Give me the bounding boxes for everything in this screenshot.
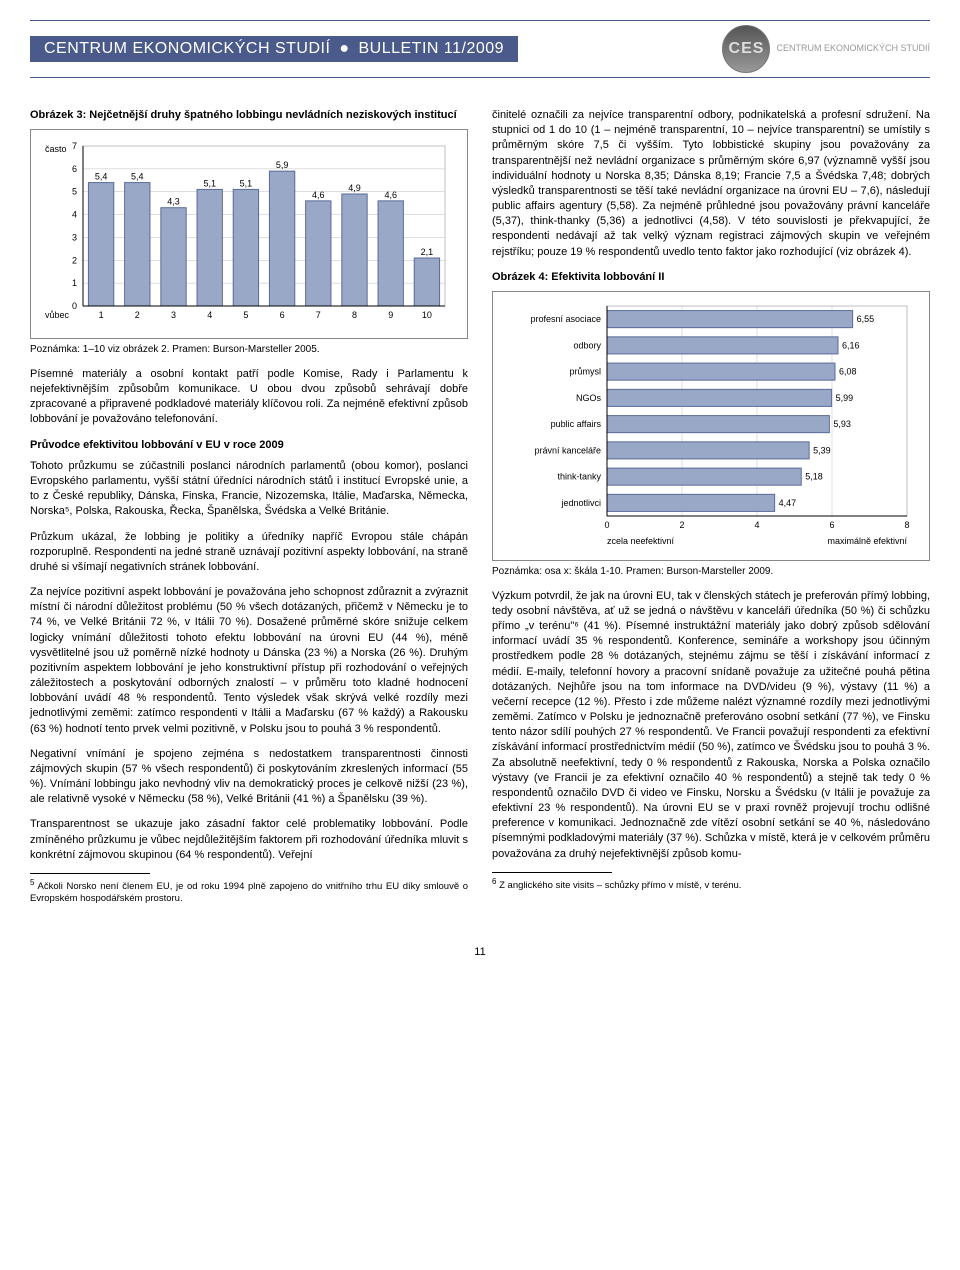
footnote-5: 5 Ačkoli Norsko není členem EU, je od ro…: [30, 878, 468, 906]
svg-text:2: 2: [72, 255, 77, 265]
svg-text:5,9: 5,9: [276, 160, 289, 170]
svg-text:4: 4: [72, 210, 77, 220]
bullet-icon: ●: [339, 40, 349, 57]
header-title-right: BULLETIN 11/2009: [358, 40, 504, 57]
svg-text:NGOs: NGOs: [576, 393, 602, 403]
svg-text:0: 0: [72, 301, 77, 311]
svg-text:5,1: 5,1: [240, 179, 253, 189]
svg-text:6: 6: [829, 520, 834, 530]
footnote-text: Ačkoli Norsko není členem EU, je od roku…: [30, 881, 468, 904]
svg-text:5,39: 5,39: [813, 445, 831, 455]
header-title-left: CENTRUM EKONOMICKÝCH STUDIÍ: [44, 40, 330, 57]
svg-text:5: 5: [72, 187, 77, 197]
hbar-chart-svg: 0 2 4 6 8 6,55 profesní asociace 6,16 odbory 6,08…: [497, 296, 917, 556]
svg-text:0: 0: [604, 520, 609, 530]
svg-text:5,93: 5,93: [833, 419, 851, 429]
svg-text:6,55: 6,55: [857, 314, 875, 324]
figure4-chart: 0 2 4 6 8 6,55 profesní asociace 6,16 odbory 6,08…: [492, 291, 930, 561]
svg-text:6,16: 6,16: [842, 340, 860, 350]
svg-text:think-tanky: think-tanky: [557, 472, 601, 482]
bar-chart-svg: 0 1 2 3 4 5 6 7 5,4 1 5,4 2 4,3 3 5,1 4 5,1 5 5,9 6 4,6 7 4,9 8…: [35, 134, 455, 334]
paragraph: Tohoto průzkumu se zúčastnili poslanci n…: [30, 459, 468, 520]
page-header: CENTRUM EKONOMICKÝCH STUDIÍ ● BULLETIN 1…: [30, 20, 930, 78]
paragraph: činitelé označili za nejvíce transparent…: [492, 108, 930, 260]
svg-text:1: 1: [99, 310, 104, 320]
svg-text:3: 3: [171, 310, 176, 320]
header-title: CENTRUM EKONOMICKÝCH STUDIÍ ● BULLETIN 1…: [30, 36, 518, 62]
figure4-title: Obrázek 4: Efektivita lobbování II: [492, 270, 930, 285]
svg-text:odbory: odbory: [573, 340, 601, 350]
svg-text:7: 7: [316, 310, 321, 320]
svg-text:5,18: 5,18: [805, 472, 823, 482]
svg-text:6: 6: [280, 310, 285, 320]
section-heading: Průvodce efektivitou lobbování v EU v ro…: [30, 438, 468, 453]
svg-text:jednotlivci: jednotlivci: [560, 498, 601, 508]
footnote-separator: [30, 873, 150, 874]
svg-text:5,1: 5,1: [203, 179, 216, 189]
paragraph: Za nejvíce pozitivní aspekt lobbování je…: [30, 585, 468, 737]
svg-text:8: 8: [904, 520, 909, 530]
svg-text:8: 8: [352, 310, 357, 320]
svg-text:4,3: 4,3: [167, 197, 180, 207]
svg-text:7: 7: [72, 141, 77, 151]
paragraph: Výzkum potvrdil, že jak na úrovni EU, ta…: [492, 589, 930, 862]
svg-text:5: 5: [243, 310, 248, 320]
svg-text:4,9: 4,9: [348, 183, 361, 193]
svg-text:4,6: 4,6: [384, 190, 397, 200]
footnote-marker: 6: [492, 877, 496, 886]
svg-text:4: 4: [207, 310, 212, 320]
svg-text:public affairs: public affairs: [551, 419, 602, 429]
svg-text:1: 1: [72, 278, 77, 288]
svg-text:profesní asociace: profesní asociace: [530, 314, 601, 324]
svg-text:maximálně efektivní: maximálně efektivní: [827, 536, 907, 546]
figure4-note: Poznámka: osa x: škála 1-10. Pramen: Bur…: [492, 565, 930, 579]
figure3-chart: 0 1 2 3 4 5 6 7 5,4 1 5,4 2 4,3 3 5,1 4 5,1 5 5,9 6 4,6 7 4,9 8…: [30, 129, 468, 339]
svg-text:právní kanceláře: právní kanceláře: [534, 445, 601, 455]
svg-text:často: často: [45, 144, 67, 154]
footnote-6: 6 Z anglického site visits – schůzky pří…: [492, 877, 930, 893]
left-column: Obrázek 3: Nejčetnější druhy špatného lo…: [30, 108, 468, 916]
svg-text:10: 10: [422, 310, 432, 320]
svg-text:2,1: 2,1: [421, 247, 434, 257]
svg-text:průmysl: průmysl: [569, 367, 601, 377]
svg-text:vůbec: vůbec: [45, 310, 70, 320]
page-number: 11: [30, 946, 930, 958]
svg-text:2: 2: [679, 520, 684, 530]
svg-text:6: 6: [72, 164, 77, 174]
paragraph: Písemné materiály a osobní kontakt patří…: [30, 367, 468, 428]
right-column: činitelé označili za nejvíce transparent…: [492, 108, 930, 916]
svg-text:3: 3: [72, 233, 77, 243]
svg-text:4: 4: [754, 520, 759, 530]
svg-text:2: 2: [135, 310, 140, 320]
logo-subtitle: CENTRUM EKONOMICKÝCH STUDIÍ: [776, 44, 930, 54]
two-column-layout: Obrázek 3: Nejčetnější druhy špatného lo…: [30, 108, 930, 916]
footnote-text: Z anglického site visits – schůzky přímo…: [499, 880, 741, 891]
paragraph: Průzkum ukázal, že lobbing je politiky a…: [30, 530, 468, 576]
footnote-separator: [492, 872, 612, 873]
svg-text:4,47: 4,47: [779, 498, 797, 508]
svg-text:4,6: 4,6: [312, 190, 325, 200]
figure3-title: Obrázek 3: Nejčetnější druhy špatného lo…: [30, 108, 468, 123]
svg-text:6,08: 6,08: [839, 367, 857, 377]
svg-text:zcela neefektivní: zcela neefektivní: [607, 536, 675, 546]
figure3-note: Poznámka: 1–10 viz obrázek 2. Pramen: Bu…: [30, 343, 468, 357]
logo: CES CENTRUM EKONOMICKÝCH STUDIÍ: [722, 25, 930, 73]
paragraph: Transparentnost se ukazuje jako zásadní …: [30, 817, 468, 863]
logo-icon: CES: [722, 25, 770, 73]
svg-text:5,4: 5,4: [95, 172, 108, 182]
svg-text:9: 9: [388, 310, 393, 320]
paragraph: Negativní vnímání je spojeno zejména s n…: [30, 747, 468, 808]
svg-text:5,99: 5,99: [836, 393, 854, 403]
svg-text:5,4: 5,4: [131, 172, 144, 182]
footnote-marker: 5: [30, 878, 34, 887]
